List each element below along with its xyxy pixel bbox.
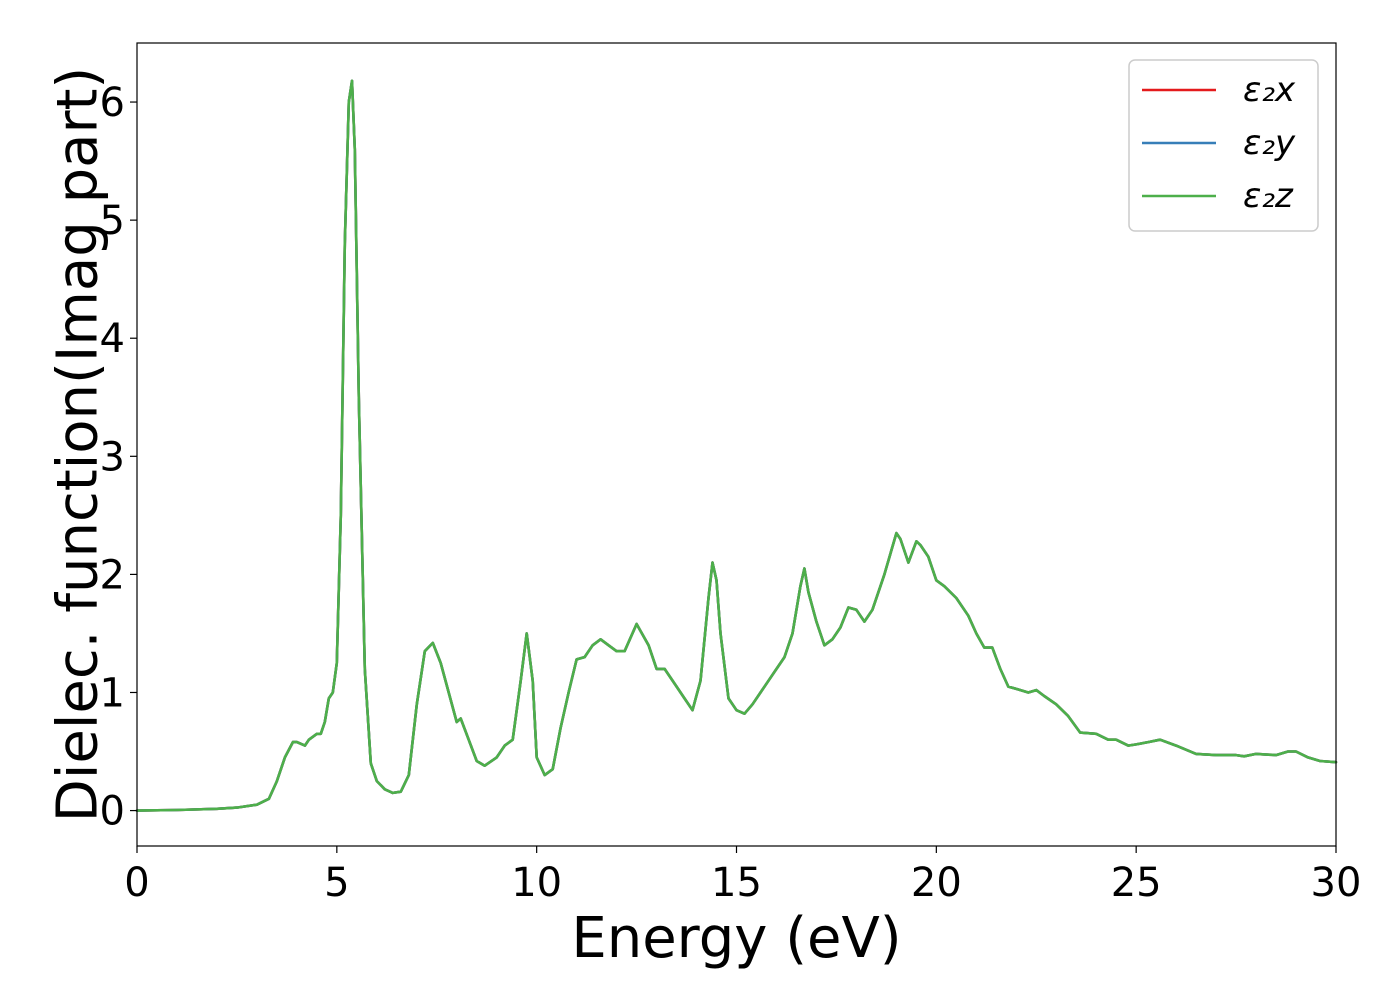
- y-tick-label: 5: [100, 198, 125, 244]
- legend-label: ε₂x: [1243, 70, 1296, 110]
- legend: ε₂x ε₂y ε₂z: [1128, 59, 1319, 232]
- x-tick-label: 20: [911, 860, 962, 906]
- y-tick-label: 1: [100, 670, 125, 716]
- x-tick-label: 10: [511, 860, 562, 906]
- series-line-3: [135, 79, 1338, 812]
- y-tick-label: 3: [100, 434, 125, 480]
- legend-label: ε₂y: [1243, 123, 1296, 163]
- y-tick-label: 2: [100, 552, 125, 598]
- x-tick-label: 5: [324, 860, 349, 906]
- y-tick-label: 4: [100, 316, 125, 362]
- x-tick-label: 15: [711, 860, 762, 906]
- y-axis: 0 1 2 3 4 5 6: [100, 80, 137, 835]
- x-tick-label: 0: [124, 860, 149, 906]
- x-tick-label: 25: [1111, 860, 1162, 906]
- series-layer: [135, 79, 1338, 812]
- legend-box: [1128, 59, 1319, 232]
- legend-label: ε₂z: [1243, 176, 1294, 216]
- x-axis: 0 5 10 15 20 25 30: [124, 846, 1361, 906]
- y-axis-title: Dielec. function(Imag part): [46, 67, 111, 823]
- y-tick-label: 6: [100, 80, 125, 126]
- x-axis-title: Energy (eV): [571, 906, 901, 971]
- x-tick-label: 30: [1311, 860, 1362, 906]
- y-tick-label: 0: [100, 789, 125, 835]
